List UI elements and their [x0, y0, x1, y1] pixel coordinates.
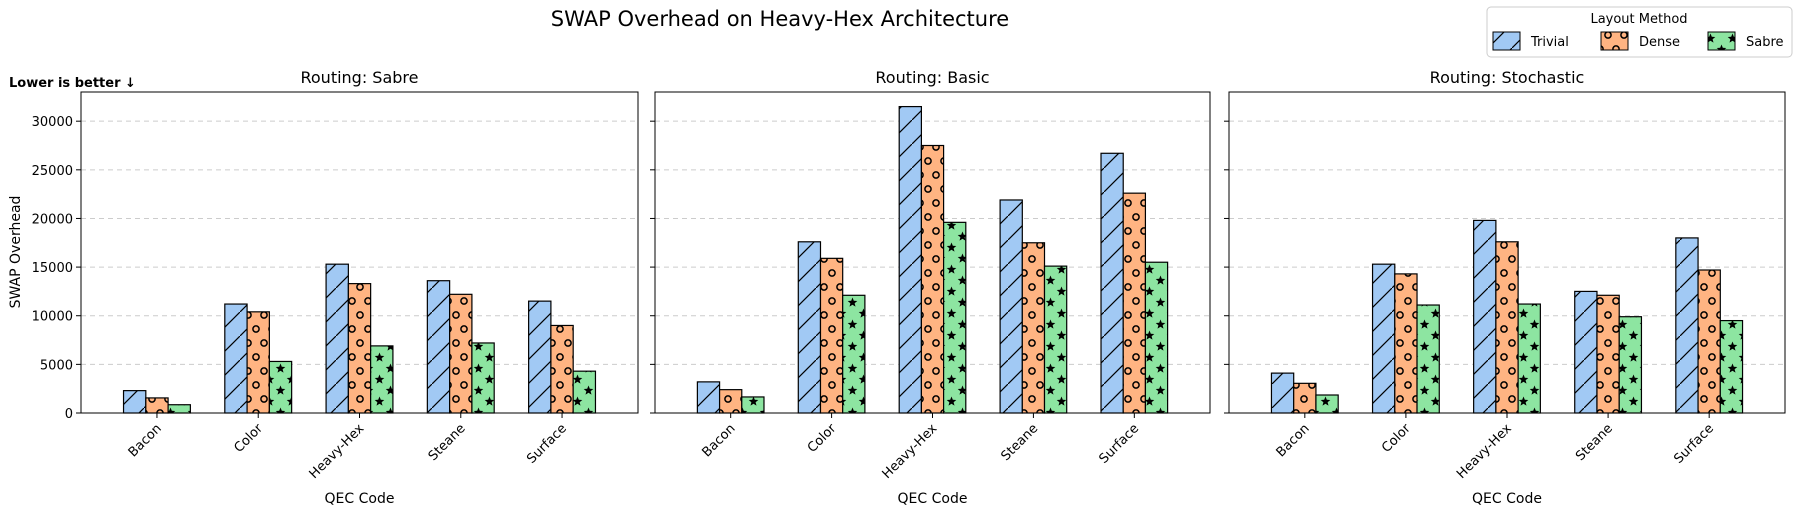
panel-routing-basic: Routing: Basic Bacon Color Heavy-Hex Steane S…: [650, 68, 1211, 507]
plot-frame: [1228, 91, 1786, 414]
x-tick-label-surface: Surface: [1671, 421, 1717, 467]
panels: Routing: Sabre 0 5000 10000 15000 20000 25000 3…: [8, 68, 1786, 507]
bar-trivial-steane: [426, 280, 451, 414]
bar-trivial-heavy-hex: [325, 263, 349, 414]
bar-dense-heavy-hex: [347, 283, 372, 414]
bar-sabre-steane: [1618, 316, 1643, 414]
legend-swatch-trivial: [1492, 31, 1521, 51]
bar-trivial-heavy-hex: [898, 105, 923, 414]
panel-title: Routing: Stochastic: [1430, 68, 1585, 87]
x-axis-label: QEC Code: [325, 491, 395, 507]
legend: Layout Method Trivial Dense Sabre: [1486, 6, 1793, 58]
y-tick-label: 20000: [32, 212, 73, 227]
bar-sabre-surface: [1719, 319, 1744, 414]
x-tick-label-heavy-hex: Heavy-Hex: [307, 421, 368, 482]
x-tick-label-color: Color: [1379, 421, 1414, 456]
bar-trivial-surface: [1675, 237, 1699, 414]
bar-trivial-color: [1371, 263, 1396, 414]
x-tick-label-surface: Surface: [524, 421, 570, 467]
plot-frame: [654, 91, 1211, 414]
bar-sabre-bacon: [741, 396, 765, 414]
x-axis-label: QEC Code: [1472, 491, 1542, 507]
bar-dense-bacon: [145, 397, 169, 414]
bar-sabre-bacon: [1315, 394, 1339, 414]
bar-trivial-steane: [999, 199, 1023, 414]
bar-sabre-steane: [1043, 265, 1068, 414]
bar-dense-bacon: [718, 389, 743, 414]
y-axis-label: SWAP Overhead: [8, 196, 24, 309]
x-tick-label-bacon: Bacon: [699, 421, 738, 460]
bar-trivial-bacon: [696, 381, 721, 414]
x-tick-label-bacon: Bacon: [126, 421, 165, 460]
bar-dense-color: [819, 257, 844, 414]
x-tick-label-heavy-hex: Heavy-Hex: [1454, 421, 1515, 482]
annotation-lower-is-better: Lower is better ↓: [9, 76, 136, 91]
bar-dense-heavy-hex: [920, 144, 945, 414]
y-tick-label: 10000: [32, 310, 73, 325]
bar-sabre-heavy-hex: [1517, 303, 1541, 414]
x-axis-label: QEC Code: [898, 491, 968, 507]
bar-dense-surface: [1697, 269, 1721, 414]
bar-sabre-steane: [471, 342, 495, 414]
y-tick-label: 5000: [40, 358, 73, 373]
x-tick-label-steane: Steane: [426, 421, 469, 464]
legend-title: Layout Method: [1590, 12, 1687, 27]
y-tick-label: 0: [65, 407, 73, 422]
bar-trivial-heavy-hex: [1473, 219, 1497, 414]
x-tick-label-steane: Steane: [998, 421, 1041, 464]
bar-trivial-steane: [1574, 290, 1598, 414]
bar-dense-color: [1394, 273, 1418, 414]
bar-trivial-bacon: [122, 390, 147, 414]
chart-title: SWAP Overhead on Heavy-Hex Architecture: [551, 7, 1009, 31]
bar-dense-surface: [550, 324, 574, 414]
bar-trivial-color: [797, 241, 822, 414]
panel-routing-sabre: Routing: Sabre 0 5000 10000 15000 20000 25000 3…: [32, 68, 639, 507]
legend-label-sabre: Sabre: [1746, 35, 1784, 50]
bar-sabre-bacon: [167, 404, 191, 414]
bar-trivial-color: [224, 303, 248, 414]
bar-dense-steane: [1021, 242, 1046, 414]
bar-sabre-surface: [572, 370, 597, 414]
bar-sabre-surface: [1144, 261, 1169, 414]
x-tick-label-bacon: Bacon: [1274, 421, 1313, 460]
plot-frame: [80, 91, 639, 414]
bar-dense-heavy-hex: [1495, 241, 1519, 414]
legend-swatch-dense: [1600, 31, 1629, 51]
x-tick-label-heavy-hex: Heavy-Hex: [880, 421, 941, 482]
x-tick-label-steane: Steane: [1573, 421, 1616, 464]
bar-sabre-color: [842, 294, 866, 414]
legend-label-trivial: Trivial: [1530, 35, 1569, 50]
x-tick-label-color: Color: [231, 421, 266, 456]
bar-dense-surface: [1122, 192, 1147, 414]
bar-sabre-color: [1416, 304, 1440, 414]
bar-trivial-surface: [1100, 152, 1124, 414]
bar-dense-steane: [1596, 294, 1620, 414]
bar-sabre-color: [268, 360, 293, 414]
bar-trivial-bacon: [1270, 372, 1295, 414]
x-tick-label-surface: Surface: [1097, 421, 1143, 467]
bar-dense-color: [246, 311, 270, 414]
y-tick-label: 15000: [32, 261, 73, 276]
bar-trivial-surface: [528, 300, 552, 414]
y-tick-label: 30000: [32, 115, 73, 130]
bar-dense-bacon: [1293, 382, 1317, 414]
panel-title: Routing: Basic: [875, 68, 989, 87]
x-tick-label-color: Color: [805, 421, 840, 456]
bar-sabre-heavy-hex: [942, 221, 967, 414]
legend-label-dense: Dense: [1639, 35, 1680, 50]
panel-title: Routing: Sabre: [300, 68, 418, 87]
bar-dense-steane: [449, 293, 473, 414]
bar-sabre-heavy-hex: [370, 345, 394, 414]
legend-swatch-sabre: [1707, 31, 1736, 51]
panel-routing-stochastic: Routing: Stochastic Bacon Color Heavy-Hex St…: [1224, 68, 1786, 507]
y-tick-label: 25000: [32, 164, 73, 179]
